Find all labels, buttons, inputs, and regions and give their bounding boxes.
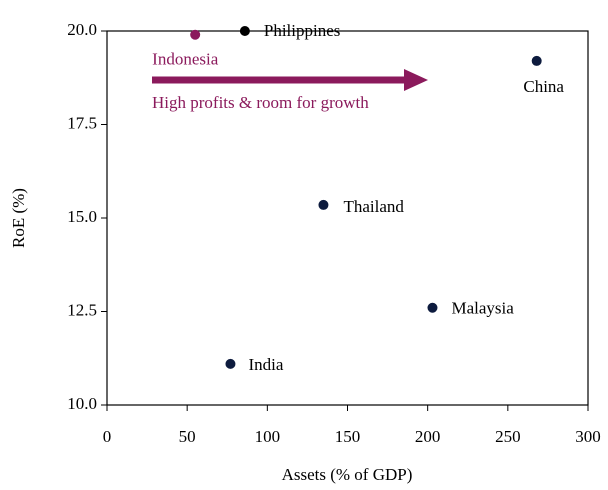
y-axis-label: RoE (%) <box>9 188 28 248</box>
y-tick-label: 10.0 <box>67 394 97 413</box>
annotation: High profits & room for growth <box>152 93 369 112</box>
point-label: Indonesia <box>152 50 219 69</box>
point-label: India <box>248 355 283 374</box>
point <box>190 29 201 40</box>
plot-frame <box>106 30 589 406</box>
x-tick-label: 0 <box>103 427 112 446</box>
arrow-head <box>404 69 428 91</box>
point-label: China <box>523 77 564 96</box>
point <box>318 199 329 210</box>
x-tick-label: 100 <box>255 427 281 446</box>
x-tick-label: 150 <box>335 427 361 446</box>
y-tick-label: 20.0 <box>67 20 97 39</box>
x-tick-label: 200 <box>415 427 441 446</box>
x-tick-label: 50 <box>179 427 196 446</box>
point <box>427 302 438 313</box>
point-label: Thailand <box>343 197 404 216</box>
point <box>225 358 236 369</box>
x-tick-label: 300 <box>575 427 601 446</box>
point-label: Philippines <box>264 21 341 40</box>
point <box>239 26 250 36</box>
point <box>531 55 542 66</box>
y-tick-label: 12.5 <box>67 300 97 319</box>
y-tick-label: 15.0 <box>67 207 97 226</box>
y-tick-label: 17.5 <box>67 113 97 132</box>
x-tick-label: 250 <box>495 427 521 446</box>
point-label: Malaysia <box>451 299 514 318</box>
x-axis-label: Assets (% of GDP) <box>282 465 413 484</box>
